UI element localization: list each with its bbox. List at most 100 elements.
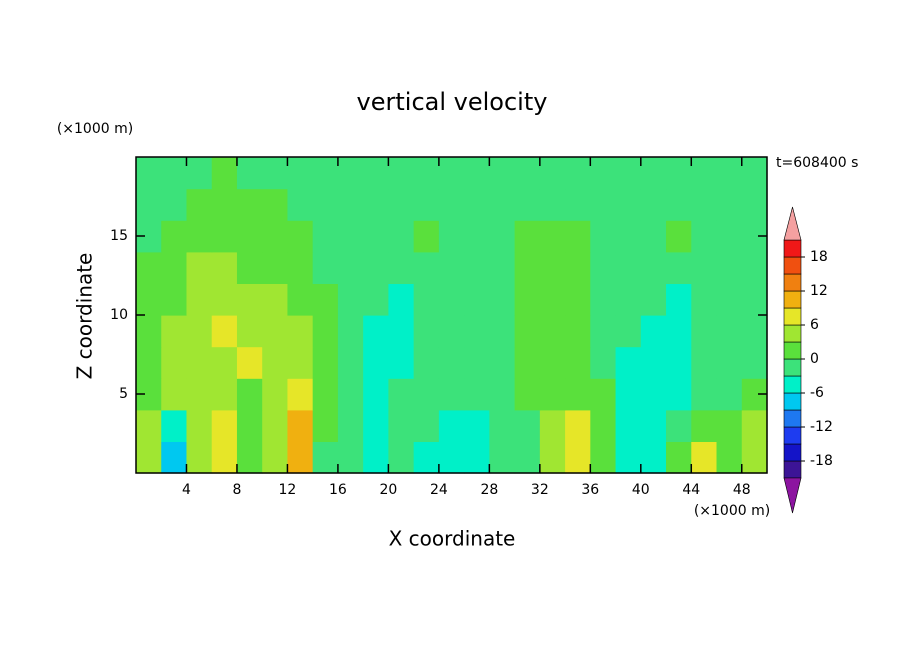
colorbar-box [783, 443, 802, 462]
contour-cell [161, 157, 188, 190]
contour-cell [590, 157, 617, 190]
x-unit-label: (×1000 m) [694, 503, 770, 519]
contour-cell [489, 378, 516, 411]
contour-cell [565, 378, 591, 411]
contour-cell [691, 188, 718, 221]
contour-cell [161, 188, 188, 221]
contour-cell [388, 441, 415, 474]
contour-cell [539, 315, 566, 348]
contour-cell [363, 346, 389, 379]
contour-cell [489, 315, 516, 348]
contour-cell [666, 188, 692, 221]
contour-cell [186, 409, 213, 442]
contour-cell [312, 441, 339, 474]
contour-cell [615, 315, 642, 348]
contour-cell [211, 346, 238, 379]
contour-cell [666, 220, 692, 253]
contour-cell [186, 188, 213, 221]
contour-cell [615, 441, 642, 474]
contour-cell [489, 409, 516, 442]
contour-cell [464, 346, 490, 379]
y-axis-title: Z coordinate [73, 253, 97, 380]
colorbar-tick-label: 12 [810, 283, 828, 299]
y-unit-label: (×1000 m) [57, 121, 133, 137]
colorbar-box [783, 341, 802, 360]
contour-cell [539, 188, 566, 221]
contour-cell [413, 441, 440, 474]
contour-cell [438, 378, 465, 411]
x-tick-label: 24 [430, 482, 448, 498]
contour-cell [312, 188, 339, 221]
contour-cell [716, 251, 743, 284]
contour-cell [363, 409, 389, 442]
contour-cell [464, 251, 490, 284]
contour-cell [514, 283, 541, 316]
contour-cell [691, 157, 718, 190]
contour-cell [514, 409, 541, 442]
x-tick-label: 16 [329, 482, 347, 498]
contour-cell [666, 378, 692, 411]
contour-cell [287, 409, 314, 442]
contour-cell [337, 188, 364, 221]
colorbar-box [783, 460, 802, 479]
contour-cell [464, 283, 490, 316]
contour-cell [615, 378, 642, 411]
contour-cell [161, 409, 188, 442]
contour-cell [590, 441, 617, 474]
contour-cell [666, 346, 692, 379]
contour-cell [287, 315, 314, 348]
contour-cell [590, 315, 617, 348]
contour-cell [312, 283, 339, 316]
contour-cell [640, 251, 667, 284]
x-tick-label: 8 [232, 482, 241, 498]
contour-cell [363, 283, 389, 316]
contour-cell [691, 409, 718, 442]
contour-cell [666, 409, 692, 442]
contour-cell [438, 409, 465, 442]
x-tick-label: 32 [531, 482, 549, 498]
contour-cell [691, 283, 718, 316]
contour-cell [590, 251, 617, 284]
contour-cell [287, 441, 314, 474]
colorbar-box [783, 273, 802, 292]
contour-cell [716, 409, 743, 442]
contour-cell [691, 220, 718, 253]
contour-cell [236, 378, 263, 411]
contour-cell [514, 441, 541, 474]
contour-cell [590, 346, 617, 379]
colorbar-box [783, 239, 802, 258]
contour-cell [565, 409, 591, 442]
contour-cell [312, 220, 339, 253]
contour-cell [741, 251, 768, 284]
contour-cell [161, 251, 188, 284]
contour-cell [666, 283, 692, 316]
contour-cell [211, 251, 238, 284]
contour-cell [438, 251, 465, 284]
contour-cell [413, 251, 440, 284]
contour-cell [615, 251, 642, 284]
contour-cell [413, 378, 440, 411]
contour-cell [312, 409, 339, 442]
contour-cell [539, 409, 566, 442]
contour-cell [666, 315, 692, 348]
contour-cell [312, 157, 339, 190]
contour-cell [413, 188, 440, 221]
contour-cell [287, 220, 314, 253]
contour-cell [464, 315, 490, 348]
colorbar-box [783, 256, 802, 275]
contour-cell [514, 346, 541, 379]
contour-cell [464, 441, 490, 474]
contour-cell [413, 220, 440, 253]
contour-cell [464, 409, 490, 442]
contour-cell [514, 157, 541, 190]
contour-cell [640, 315, 667, 348]
contour-cell [161, 220, 188, 253]
contour-cell [363, 315, 389, 348]
contour-field [136, 157, 768, 474]
contour-cell [287, 283, 314, 316]
contour-cell [514, 251, 541, 284]
contour-cell [136, 188, 162, 221]
contour-cell [236, 157, 263, 190]
colorbar-tick-label: -6 [810, 385, 824, 401]
x-tick-label: 20 [379, 482, 397, 498]
